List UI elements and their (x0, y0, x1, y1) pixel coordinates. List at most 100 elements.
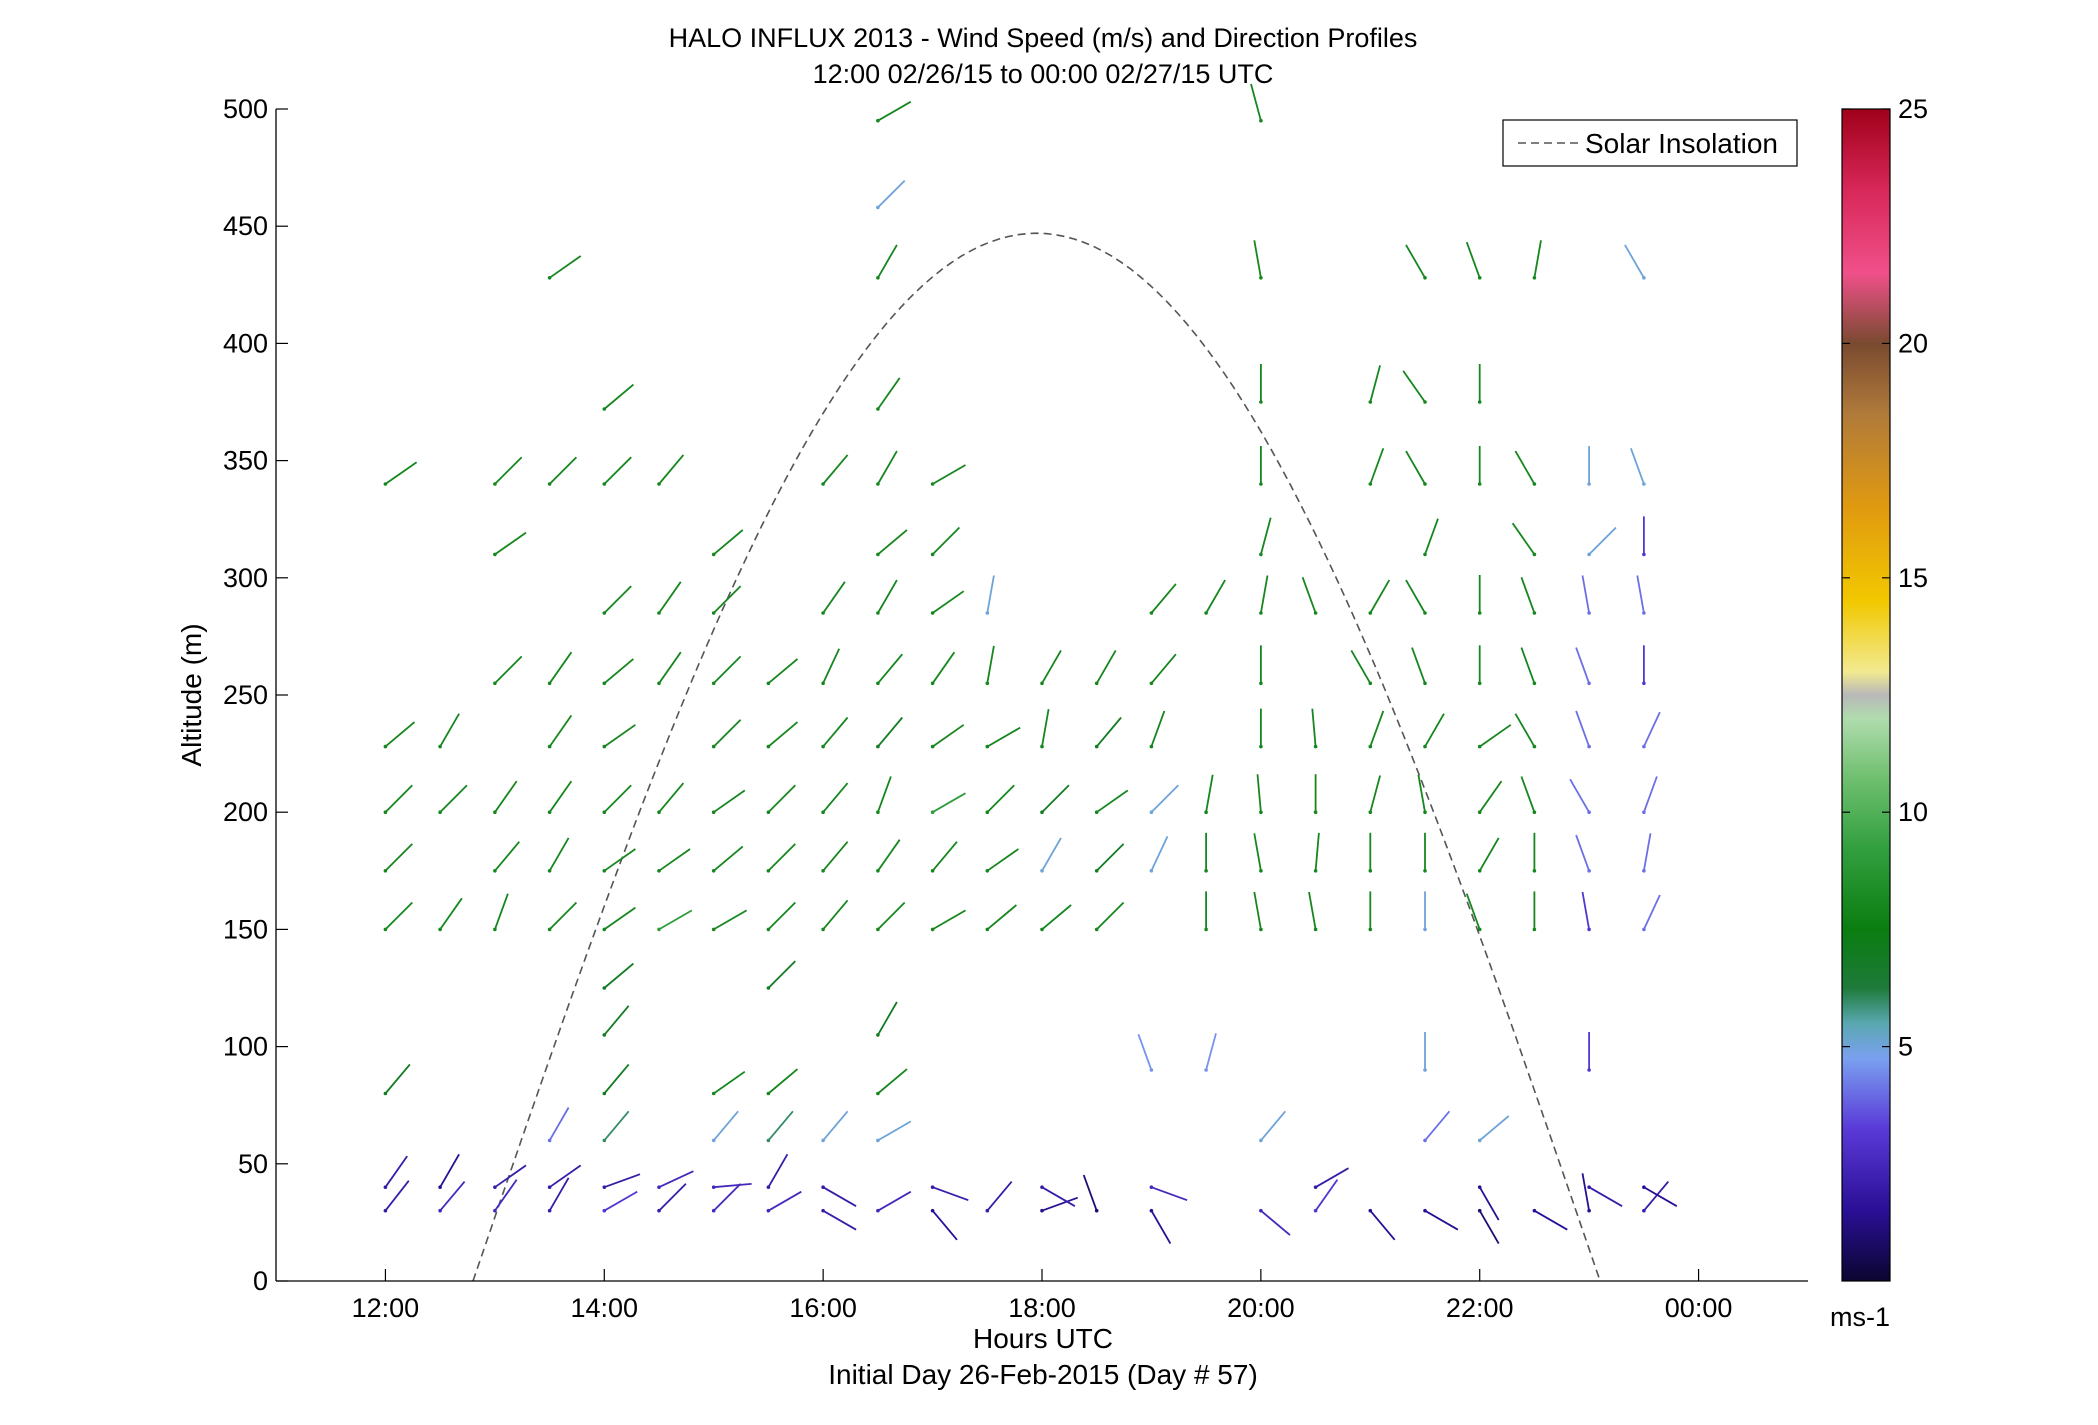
wind-arrow-tail (766, 1138, 771, 1143)
wind-arrow (986, 784, 1015, 813)
y-tick-label: 450 (223, 211, 268, 241)
wind-arrow-tail (876, 482, 880, 486)
wind-arrow-tail (1094, 681, 1099, 686)
wind-arrow-tail (602, 986, 607, 990)
wind-arrow-tail (1368, 810, 1373, 814)
wind-arrow-tail (657, 482, 661, 486)
y-axis: 0 50 100 150 200 250 300 350 400 450 500 (223, 94, 288, 1296)
wind-arrow-tail (1587, 927, 1591, 932)
wind-arrow (822, 1209, 857, 1231)
wind-arrow-tail (930, 552, 935, 557)
legend: Solar Insolation (1502, 119, 1798, 167)
wind-arrow-tail (876, 276, 880, 280)
wind-arrow-tail (1423, 681, 1427, 686)
wind-arrow-tail (1423, 552, 1427, 557)
wind-arrow (1150, 653, 1177, 684)
wind-arrow (877, 776, 892, 813)
wind-arrow (767, 784, 796, 813)
wind-arrow-tail (1532, 869, 1537, 873)
wind-arrow (877, 100, 912, 122)
wind-arrow-tail (766, 927, 771, 932)
wind-arrow-tail (821, 1138, 825, 1143)
wind-arrow-tail (1642, 869, 1646, 873)
wind-arrow-tail (1368, 400, 1373, 404)
wind-arrow-tail (930, 869, 935, 873)
wind-arrow-tail (876, 1208, 880, 1213)
wind-arrow (767, 901, 796, 931)
wind-arrow (384, 1180, 410, 1212)
wind-arrow-tail (1642, 611, 1646, 615)
wind-arrow-tail (602, 869, 607, 873)
wind-arrow-tail (1094, 1208, 1099, 1213)
wind-arrow (1465, 241, 1481, 279)
wind-arrow-tail (1532, 744, 1537, 749)
wind-arrow-tail (1313, 927, 1318, 932)
wind-arrow-tail (547, 1208, 552, 1213)
wind-arrow (877, 579, 898, 614)
wind-arrow (603, 1110, 630, 1141)
wind-arrow (713, 655, 742, 684)
wind-arrow (1096, 716, 1122, 748)
wind-arrow (822, 899, 849, 930)
x-tick-label: 22:00 (1446, 1293, 1514, 1323)
wind-arrow-tail (383, 1208, 388, 1213)
wind-arrow-tail (1423, 400, 1427, 404)
wind-arrow (822, 782, 849, 813)
wind-arrow (548, 651, 573, 684)
wind-arrow (548, 1177, 570, 1212)
wind-arrow-tail (711, 681, 716, 686)
wind-arrow-tail (438, 1208, 442, 1213)
wind-arrow-tail (1423, 482, 1427, 486)
wind-arrow (1041, 904, 1072, 931)
wind-arrow-tail (547, 1185, 552, 1189)
wind-arrow-tail (1259, 552, 1263, 557)
wind-arrow (1643, 711, 1661, 747)
colorbar-ticks: 5 10 15 20 25 (1842, 94, 1928, 1062)
wind-arrow (1405, 450, 1426, 485)
wind-arrow-tail (493, 1185, 497, 1189)
wind-arrow (877, 179, 906, 209)
wind-arrow (658, 454, 685, 485)
wind-arrow-tail (876, 407, 880, 411)
wind-arrow-tail (985, 1208, 990, 1213)
wind-arrow (1301, 576, 1317, 614)
wind-arrow (1041, 649, 1062, 684)
wind-arrow (603, 848, 636, 872)
wind-arrow (1151, 1186, 1188, 1202)
wind-arrow (494, 1179, 518, 1212)
wind-arrow (1096, 843, 1125, 872)
wind-arrow (1424, 1209, 1459, 1231)
wind-arrow-tail (493, 869, 497, 873)
wind-arrow (603, 1005, 630, 1036)
wind-arrow (877, 716, 903, 748)
colorbar-unit: ms-1 (1830, 1302, 1890, 1332)
wind-arrow-tail (602, 1091, 607, 1096)
wind-arrow (1478, 1186, 1500, 1221)
wind-arrow (822, 716, 849, 748)
wind-arrow (658, 848, 691, 872)
wind-arrow (932, 792, 966, 813)
wind-arrow-tail (1259, 869, 1263, 873)
wind-arrow (1095, 649, 1117, 684)
wind-arrow-tail (930, 927, 935, 932)
wind-arrow-tail (1587, 1068, 1591, 1072)
wind-arrow-tail (876, 810, 880, 814)
wind-arrow (439, 1181, 466, 1212)
wind-arrow (767, 1190, 802, 1212)
x-tick-label: 00:00 (1665, 1293, 1733, 1323)
colorbar-gradient (1841, 108, 1891, 1282)
wind-arrow (1369, 775, 1381, 813)
wind-arrow-tail (1477, 276, 1482, 280)
wind-arrow-tail (1532, 1208, 1537, 1213)
wind-arrow-tail (493, 482, 497, 486)
wind-arrow-tail (1149, 810, 1154, 814)
wind-arrow-tail (493, 927, 497, 932)
wind-arrow (384, 1063, 411, 1095)
wind-arrow-tail (602, 744, 607, 749)
wind-arrow (1311, 708, 1317, 747)
wind-arrow-tail (1642, 744, 1646, 749)
wind-arrow-tail (766, 1091, 771, 1096)
wind-arrow-tail (1477, 869, 1482, 873)
wind-arrow (877, 1068, 908, 1095)
wind-arrow (1533, 240, 1542, 278)
